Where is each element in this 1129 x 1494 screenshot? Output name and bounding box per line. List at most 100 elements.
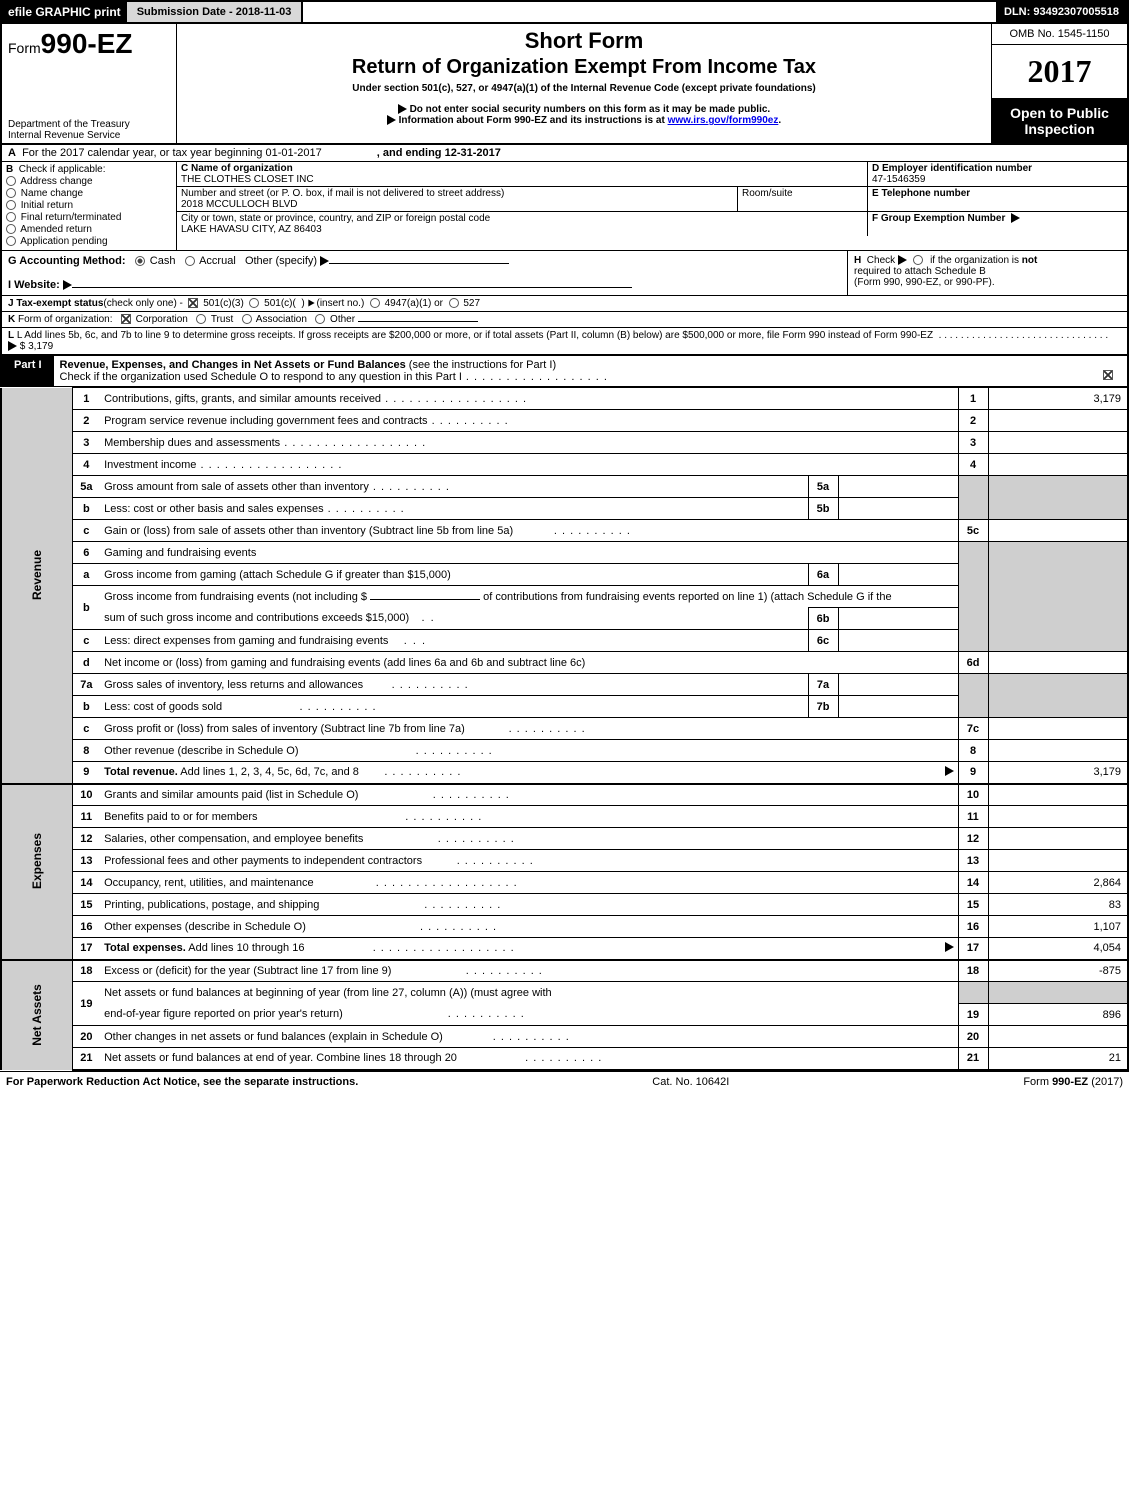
line-5b-mid: 5b (808, 498, 838, 520)
line-17-desc: Total expenses. Add lines 10 through 16 (100, 938, 958, 960)
line-12-desc: Salaries, other compensation, and employ… (100, 828, 958, 850)
line-4-desc: Investment income (100, 454, 958, 476)
arrow-icon (945, 942, 954, 952)
cb-initial-return[interactable]: Initial return (6, 200, 172, 211)
cb-501c3[interactable] (188, 298, 198, 308)
radio-association[interactable] (242, 314, 252, 324)
cb-name-change[interactable]: Name change (6, 188, 172, 199)
c-room: Room/suite (737, 187, 867, 211)
revenue-side-label: Revenue (1, 388, 72, 762)
line-18-val: -875 (988, 960, 1128, 982)
cb-schedule-o[interactable] (1103, 370, 1113, 380)
line-8-val (988, 740, 1128, 762)
footer-cat-no: Cat. No. 10642I (652, 1076, 729, 1088)
arrow-icon (1011, 213, 1020, 223)
cb-address-change[interactable]: Address change (6, 176, 172, 187)
line-13-rno: 13 (958, 850, 988, 872)
line-15-no: 15 (72, 894, 100, 916)
arrow-icon (309, 300, 315, 307)
expenses-side-label: Expenses (1, 784, 72, 938)
cb-corporation[interactable] (121, 314, 131, 324)
line-5b-desc: Less: cost or other basis and sales expe… (100, 498, 808, 520)
line-6-no: 6 (72, 542, 100, 564)
line-15-rno: 15 (958, 894, 988, 916)
row-j: J Tax-exempt status(check only one) - 50… (0, 296, 1129, 312)
part-1-table: Revenue 1 Contributions, gifts, grants, … (0, 387, 1129, 1071)
line-8-desc: Other revenue (describe in Schedule O) (100, 740, 958, 762)
part-1-label: Part I (2, 356, 54, 386)
form-title: Return of Organization Exempt From Incom… (185, 56, 983, 79)
city-value: LAKE HAVASU CITY, AZ 86403 (181, 224, 322, 235)
line-14-val: 2,864 (988, 872, 1128, 894)
line-3-desc: Membership dues and assessments (100, 432, 958, 454)
form-number-value: 990-EZ (41, 28, 133, 59)
line-5c-desc: Gain or (loss) from sale of assets other… (100, 520, 958, 542)
radio-other[interactable] (315, 314, 325, 324)
line-8-no: 8 (72, 740, 100, 762)
box-b-thru-f: B Check if applicable: Address change Na… (0, 162, 1129, 251)
line-11-val (988, 806, 1128, 828)
c-street: Number and street (or P. O. box, if mail… (177, 187, 737, 211)
line-5c-val (988, 520, 1128, 542)
line-7b-desc: Less: cost of goods sold (100, 696, 808, 718)
line-6b-mid: 6b (808, 608, 838, 630)
form-subtitle: Under section 501(c), 527, or 4947(a)(1)… (185, 83, 983, 94)
line-14-desc: Occupancy, rent, utilities, and maintena… (100, 872, 958, 894)
line-17-rno: 17 (958, 938, 988, 960)
omb-number: OMB No. 1545-1150 (992, 24, 1127, 45)
line-10-rno: 10 (958, 784, 988, 806)
line-3-rno: 3 (958, 432, 988, 454)
line-6a-no: a (72, 564, 100, 586)
b-label: Check if applicable: (19, 164, 106, 175)
grey-fill (958, 674, 988, 718)
line-2-rno: 2 (958, 410, 988, 432)
line-21-val: 21 (988, 1048, 1128, 1070)
row-a-end: , and ending 12-31-2017 (377, 147, 501, 159)
line-19-rno: 19 (958, 1004, 988, 1026)
line-6b-midval (838, 608, 958, 630)
arrow-icon (387, 115, 396, 125)
line-16-val: 1,107 (988, 916, 1128, 938)
row-a-begin: For the 2017 calendar year, or tax year … (22, 147, 322, 159)
grey-fill (958, 982, 988, 1004)
page-footer: For Paperwork Reduction Act Notice, see … (0, 1071, 1129, 1092)
irs-link[interactable]: www.irs.gov/form990ez (668, 115, 779, 126)
footer-left: For Paperwork Reduction Act Notice, see … (6, 1076, 358, 1088)
line-6a-mid: 6a (808, 564, 838, 586)
form-prefix: Form (8, 40, 41, 56)
radio-527[interactable] (449, 298, 459, 308)
line-1-desc: Contributions, gifts, grants, and simila… (100, 388, 958, 410)
line-7c-val (988, 718, 1128, 740)
ssn-note: Do not enter social security numbers on … (185, 104, 983, 115)
open-to-public: Open to Public Inspection (992, 99, 1127, 143)
cb-application-pending[interactable]: Application pending (6, 236, 172, 247)
line-8-rno: 8 (958, 740, 988, 762)
radio-cash[interactable] (135, 256, 145, 266)
radio-501c[interactable] (249, 298, 259, 308)
grey-fill (988, 674, 1128, 718)
cb-amended-return[interactable]: Amended return (6, 224, 172, 235)
line-12-no: 12 (72, 828, 100, 850)
arrow-icon (898, 255, 907, 265)
line-4-rno: 4 (958, 454, 988, 476)
line-7c-rno: 7c (958, 718, 988, 740)
line-10-desc: Grants and similar amounts paid (list in… (100, 784, 958, 806)
radio-trust[interactable] (196, 314, 206, 324)
radio-accrual[interactable] (185, 256, 195, 266)
part-1-title: Revenue, Expenses, and Changes in Net As… (54, 356, 1127, 386)
radio-4947[interactable] (370, 298, 380, 308)
line-7c-no: c (72, 718, 100, 740)
line-14-rno: 14 (958, 872, 988, 894)
row-a: A For the 2017 calendar year, or tax yea… (0, 145, 1129, 162)
line-10-val (988, 784, 1128, 806)
line-13-val (988, 850, 1128, 872)
line-7b-midval (838, 696, 958, 718)
radio-h[interactable] (913, 255, 923, 265)
cb-final-return[interactable]: Final return/terminated (6, 212, 172, 223)
line-21-no: 21 (72, 1048, 100, 1070)
form-number: Form990-EZ (8, 28, 170, 60)
e-telephone: E Telephone number (867, 187, 1127, 211)
ein-value: 47-1546359 (872, 174, 925, 185)
l-amount: $ 3,179 (20, 341, 53, 352)
line-7c-desc: Gross profit or (loss) from sales of inv… (100, 718, 958, 740)
